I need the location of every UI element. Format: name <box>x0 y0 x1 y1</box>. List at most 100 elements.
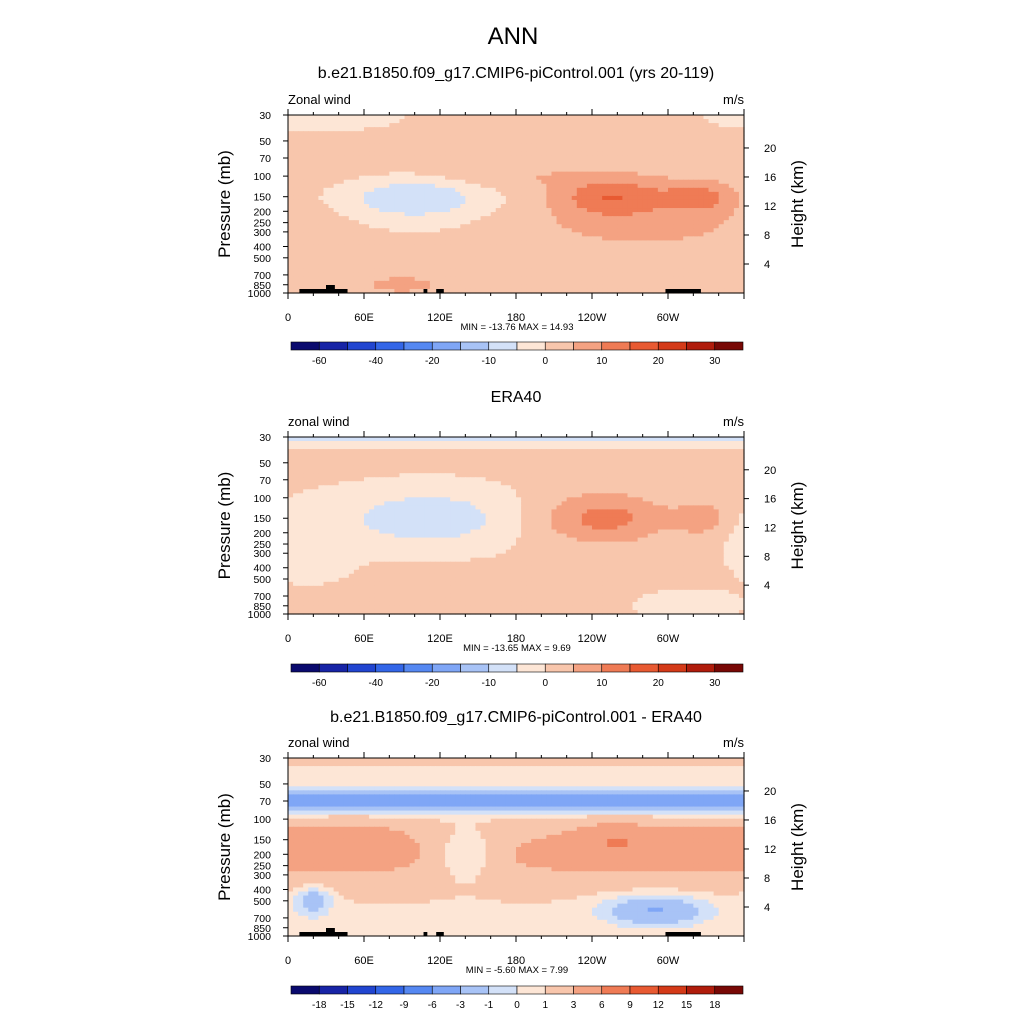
contour-cell <box>358 204 365 209</box>
contour-cell <box>718 256 725 262</box>
contour-cell <box>652 119 659 124</box>
contour-cell <box>505 268 512 274</box>
contour-cell <box>718 473 725 478</box>
contour-cell <box>521 288 527 294</box>
contour-cell <box>673 127 679 132</box>
contour-cell <box>298 473 304 478</box>
contour-cell <box>581 220 588 225</box>
contour-cell <box>592 167 598 173</box>
contour-cell <box>434 151 441 157</box>
contour-cell <box>364 252 370 258</box>
contour-cell <box>657 191 664 197</box>
contour-cell <box>369 228 375 233</box>
contour-cell <box>369 220 375 225</box>
contour-cell <box>673 461 679 466</box>
contour-cell <box>343 445 350 450</box>
contour-cell <box>384 252 390 258</box>
contour-cell <box>450 135 456 140</box>
contour-cell <box>409 171 416 177</box>
contour-cell <box>399 208 406 213</box>
contour-cell <box>657 199 664 205</box>
contour-cell <box>607 441 613 446</box>
contour-cell <box>303 220 309 225</box>
contour-cell <box>414 171 421 177</box>
contour-cell <box>571 119 578 124</box>
contour-cell <box>662 115 669 120</box>
contour-cell <box>505 187 512 193</box>
contour-cell <box>581 155 588 161</box>
contour-cell <box>505 171 512 177</box>
contour-cell <box>409 473 416 478</box>
contour-cell <box>399 288 406 294</box>
contour-cell <box>657 453 664 458</box>
contour-cell <box>733 268 740 274</box>
contour-cell <box>450 216 456 221</box>
contour-cell <box>374 115 380 120</box>
contour-cell <box>738 264 745 270</box>
contour-cell <box>318 195 325 201</box>
contour-cell <box>576 268 583 274</box>
contour-cell <box>561 453 568 458</box>
contour-cell <box>404 151 411 157</box>
contour-cell <box>703 220 710 225</box>
contour-cell <box>637 155 644 161</box>
pressure-tick-label: 100 <box>253 171 271 183</box>
contour-cell <box>470 183 477 189</box>
contour-cell <box>662 252 669 258</box>
contour-cell <box>490 187 497 193</box>
contour-cell <box>480 191 487 197</box>
contour-cell <box>597 179 603 185</box>
contour-cell <box>566 167 573 173</box>
contour-cell <box>607 280 613 286</box>
contour-cell <box>313 248 319 254</box>
contour-cell <box>602 441 608 446</box>
contour-cell <box>546 163 553 169</box>
contour-cell <box>698 252 705 258</box>
contour-cell <box>703 445 710 450</box>
contour-cell <box>429 195 436 201</box>
contour-cell <box>657 240 664 246</box>
contour-cell <box>597 175 603 181</box>
contour-cell <box>475 449 482 454</box>
contour-cell <box>293 248 299 254</box>
contour-cell <box>571 473 578 478</box>
contour-cell <box>409 123 416 128</box>
contour-cell <box>434 175 441 181</box>
contour-cell <box>703 284 710 290</box>
contour-cell <box>718 445 725 450</box>
contour-cell <box>642 236 649 242</box>
contour-cell <box>718 240 725 246</box>
contour-cell <box>657 260 664 266</box>
contour-cell <box>485 151 492 157</box>
contour-cell <box>586 284 593 290</box>
contour-cell <box>703 216 710 221</box>
contour-cell <box>612 441 618 446</box>
contour-cell <box>657 167 664 173</box>
contour-cell <box>632 272 639 278</box>
contour-cell <box>546 236 553 242</box>
contour-cell <box>683 183 689 189</box>
contour-cell <box>733 437 740 442</box>
contour-cell <box>678 465 684 470</box>
contour-cell <box>673 469 679 474</box>
contour-cell <box>592 159 598 165</box>
contour-cell <box>460 216 466 221</box>
contour-cell <box>303 204 309 209</box>
contour-cell <box>576 264 583 270</box>
contour-cell <box>637 469 644 474</box>
contour-cell <box>414 179 421 185</box>
contour-cell <box>338 284 345 290</box>
contour-cell <box>718 179 725 185</box>
contour-cell <box>348 151 355 157</box>
contour-cell <box>429 212 436 217</box>
lon-tick-label: 120E <box>427 312 453 324</box>
contour-cell <box>450 127 456 132</box>
contour-cell <box>521 135 527 140</box>
contour-cell <box>353 228 360 233</box>
contour-cell <box>429 143 436 148</box>
contour-cell <box>668 268 674 274</box>
contour-cell <box>303 208 309 213</box>
contour-cell <box>465 288 471 294</box>
contour-cell <box>353 469 360 474</box>
contour-cell <box>592 119 598 124</box>
